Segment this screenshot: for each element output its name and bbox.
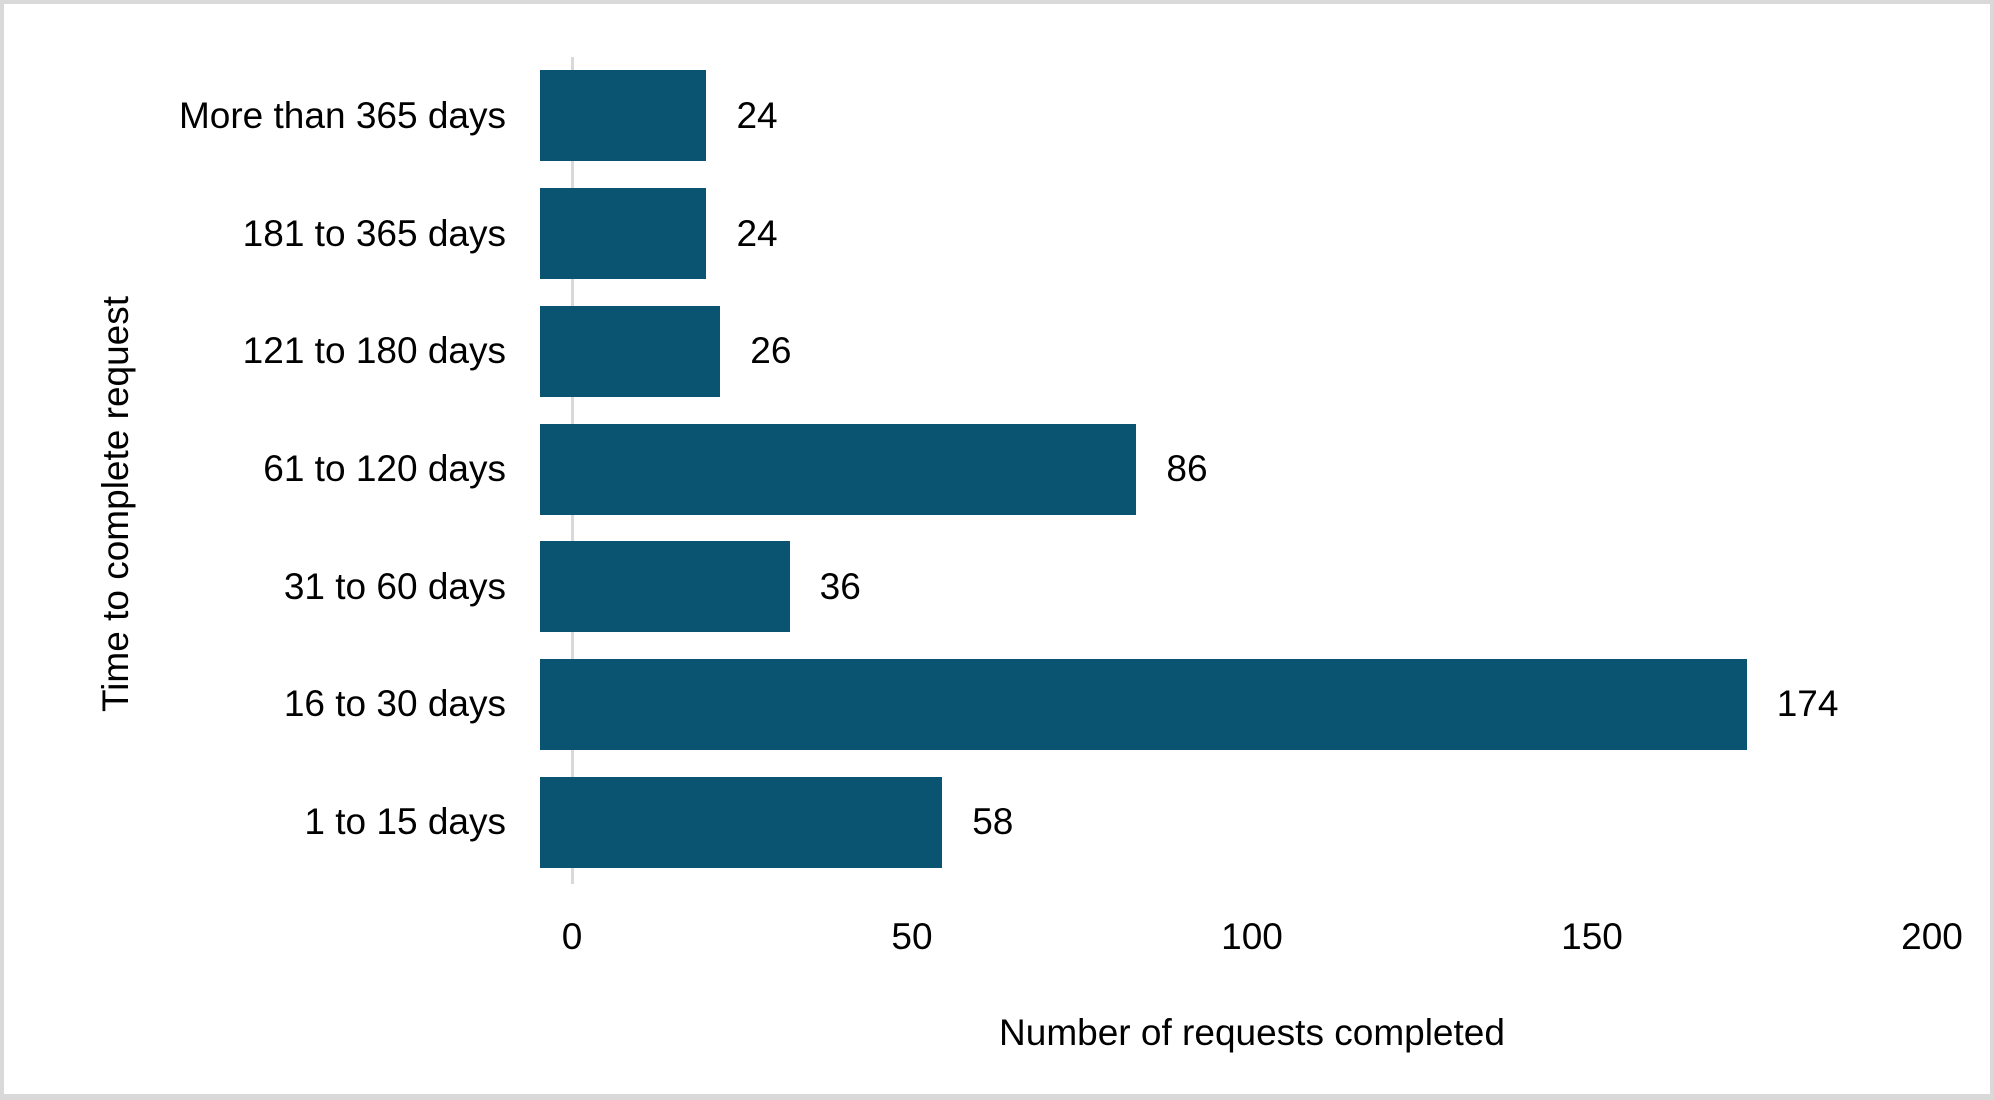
- bar-row: 31 to 60 days 36: [4, 528, 1990, 646]
- bar-track: 36: [540, 541, 1927, 633]
- bar-row: More than 365 days 24: [4, 57, 1990, 175]
- category-label: 16 to 30 days: [283, 683, 506, 725]
- x-tick-label: 150: [1561, 916, 1623, 957]
- x-axis-ticks: 0 50 100 150 200: [562, 916, 1963, 962]
- data-label: 174: [1776, 683, 1839, 725]
- x-axis-title: Number of requests completed: [999, 1012, 1505, 1053]
- bar: [540, 423, 1137, 515]
- bar: [540, 658, 1747, 750]
- category-label: More than 365 days: [178, 94, 506, 136]
- x-tick-label: 200: [1901, 916, 1963, 957]
- bar: [540, 305, 721, 397]
- bar-track: 24: [540, 188, 1927, 280]
- category-label: 61 to 120 days: [263, 448, 506, 490]
- category-label: 31 to 60 days: [283, 565, 506, 607]
- bar: [540, 188, 707, 280]
- bar-track: 26: [540, 305, 1927, 397]
- bar-row: 121 to 180 days 26: [4, 292, 1990, 410]
- data-label: 24: [736, 94, 778, 136]
- data-label: 86: [1166, 448, 1208, 490]
- bar-track: 24: [540, 70, 1927, 162]
- data-label: 24: [736, 212, 778, 254]
- y-axis-title: Time to complete request: [95, 295, 136, 713]
- bar-row: 1 to 15 days 58: [4, 763, 1990, 881]
- category-label: 181 to 365 days: [242, 212, 506, 254]
- x-tick-label: 100: [1221, 916, 1283, 957]
- x-tick-label: 0: [561, 916, 583, 957]
- category-label: 121 to 180 days: [242, 330, 506, 372]
- data-label: 58: [972, 801, 1014, 843]
- bar: [540, 776, 943, 868]
- bar-track: 86: [540, 423, 1927, 515]
- bar-row: 61 to 120 days 86: [4, 410, 1990, 528]
- data-label: 26: [750, 330, 792, 372]
- bar-track: 58: [540, 776, 1927, 868]
- bar-track: 174: [540, 658, 1927, 750]
- bar-rows: More than 365 days 24 181 to 365 days 24 121…: [4, 57, 1990, 881]
- bar: [540, 70, 707, 162]
- bar-row: 16 to 30 days 174: [4, 646, 1990, 764]
- data-label: 36: [819, 565, 861, 607]
- category-label: 1 to 15 days: [304, 801, 506, 843]
- bar: [540, 541, 790, 633]
- x-tick-label: 50: [891, 916, 933, 957]
- bar-row: 181 to 365 days 24: [4, 175, 1990, 293]
